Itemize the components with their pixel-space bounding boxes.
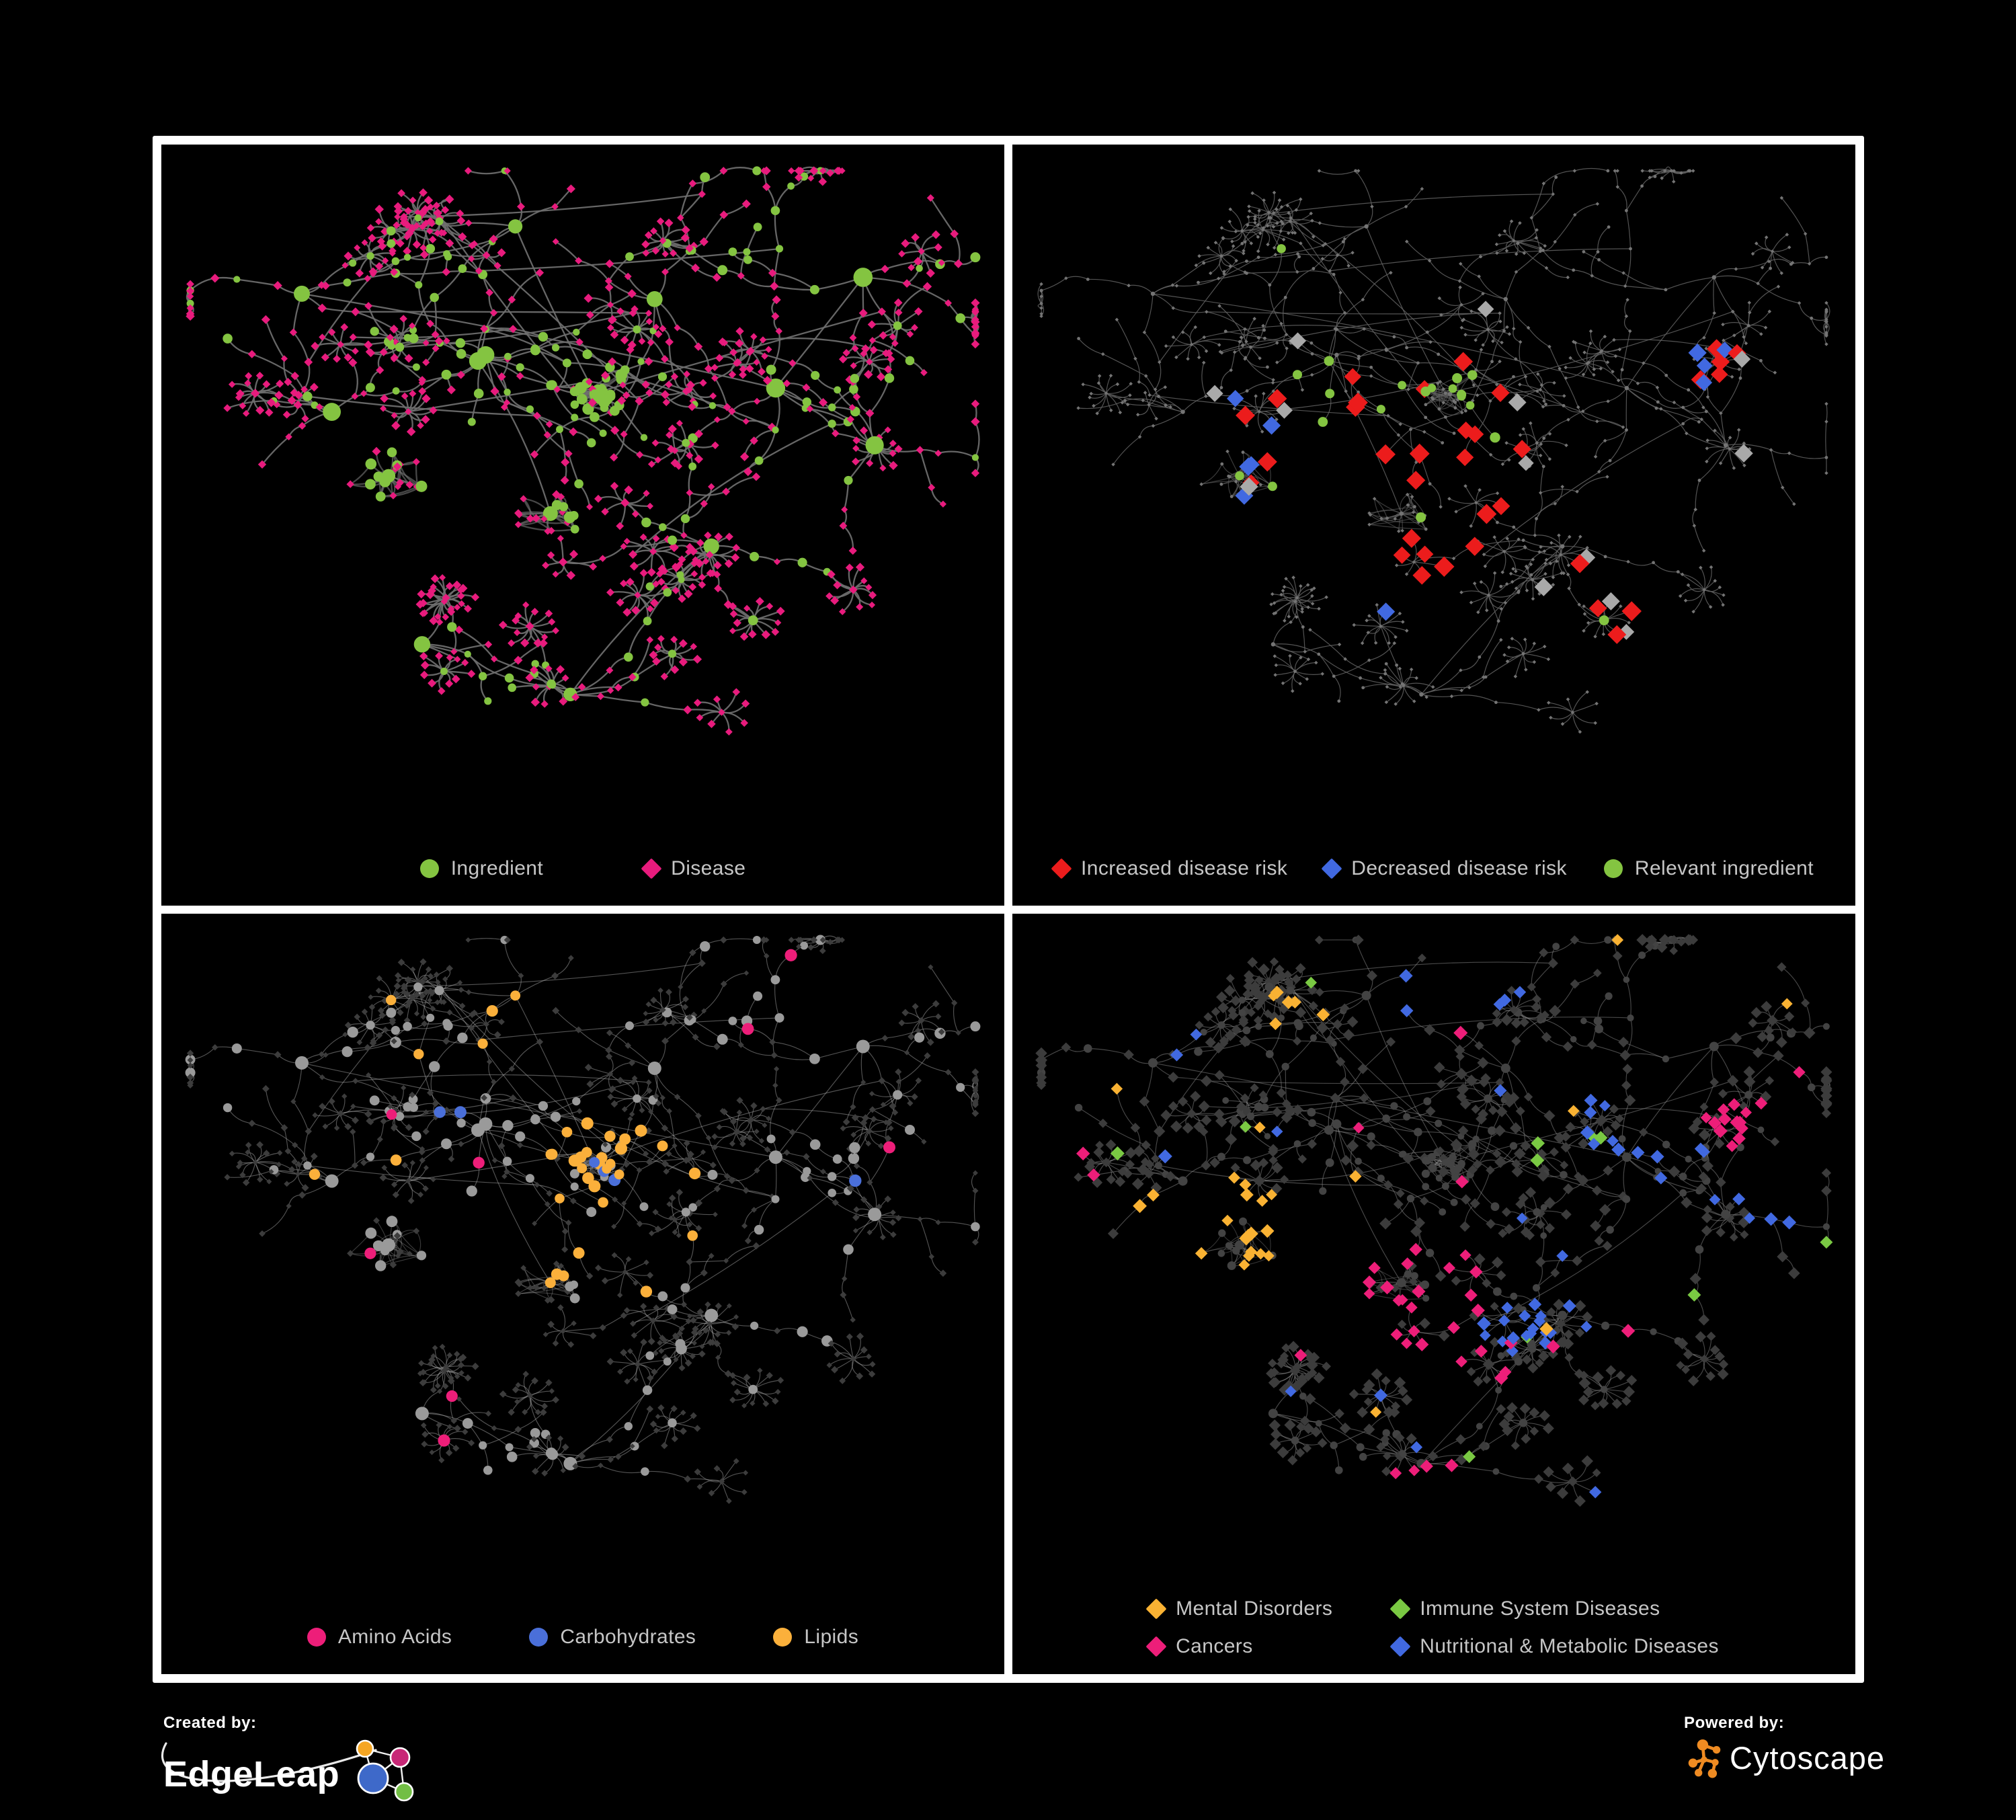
- legend-diamond-marker: [1389, 1636, 1411, 1657]
- legend-label: Disease: [671, 857, 746, 879]
- legend-label: Relevant ingredient: [1634, 857, 1814, 879]
- legend-diamond-marker: [1145, 1598, 1167, 1620]
- legend-label: Increased disease risk: [1081, 857, 1288, 879]
- legend: Mental Disorders Immune System Diseases Ca…: [1012, 1597, 1855, 1658]
- legend-item: Increased disease risk: [1051, 857, 1288, 880]
- created-by-block: Created by: EdgeLeap: [161, 1714, 432, 1815]
- legend-label: Decreased disease risk: [1351, 857, 1567, 879]
- legend-diamond-marker: [641, 857, 662, 879]
- legend-label: Cancers: [1176, 1635, 1253, 1657]
- panel-grid: Ingredient Disease Increased disease risk…: [153, 136, 1864, 1683]
- network-canvas: [1035, 933, 1833, 1507]
- legend-item: Lipids: [773, 1626, 858, 1649]
- powered-by-block: Powered by: Cytoscape: [1684, 1714, 1966, 1815]
- legend-item: Nutritional & Metabolic Diseases: [1389, 1635, 1719, 1658]
- network-panel-disease-risk: Increased disease risk Decreased disease …: [1012, 145, 1855, 906]
- network-panel-disease-categories: Mental Disorders Immune System Diseases Ca…: [1012, 913, 1855, 1674]
- legend-label: Immune System Diseases: [1420, 1597, 1660, 1620]
- network-panel-ingredient-disease: Ingredient Disease: [161, 145, 1004, 906]
- legend-circle-marker: [773, 1628, 793, 1647]
- legend-circle-marker: [1603, 859, 1623, 878]
- legend-item: Cancers: [1145, 1635, 1332, 1658]
- legend: Amino Acids Carbohydrates Lipids: [161, 1626, 1004, 1649]
- legend-circle-marker: [419, 859, 439, 878]
- legend-label: Mental Disorders: [1176, 1597, 1333, 1620]
- legend-item: Relevant ingredient: [1603, 857, 1814, 880]
- legend-item: Immune System Diseases: [1389, 1597, 1719, 1620]
- legend-diamond-marker: [1145, 1636, 1167, 1657]
- cytoscape-logo: [1688, 1739, 1721, 1778]
- cytoscape-wordmark: Cytoscape: [1730, 1739, 1886, 1776]
- legend-circle-marker: [307, 1628, 326, 1647]
- legend-item: Mental Disorders: [1145, 1597, 1333, 1620]
- legend-diamond-marker: [1051, 857, 1072, 879]
- network-panel-nutrient-classes: Amino Acids Carbohydrates Lipids: [161, 913, 1004, 1674]
- network-canvas: [185, 935, 981, 1504]
- powered-by-label: Powered by:: [1684, 1714, 1785, 1732]
- edgeleap-wordmark: EdgeLeap: [163, 1754, 340, 1794]
- legend-item: Amino Acids: [307, 1626, 452, 1649]
- legend-diamond-marker: [1389, 1598, 1411, 1620]
- legend-item: Decreased disease risk: [1321, 857, 1567, 880]
- legend-label: Ingredient: [450, 857, 544, 879]
- legend-label: Lipids: [804, 1626, 859, 1648]
- network-canvas: [186, 166, 981, 736]
- legend-circle-marker: [529, 1628, 549, 1647]
- legend-label: Amino Acids: [337, 1626, 452, 1648]
- legend: Increased disease risk Decreased disease …: [1012, 857, 1855, 880]
- legend-label: Carbohydrates: [560, 1626, 696, 1648]
- legend: Ingredient Disease: [161, 857, 1004, 880]
- legend-item: Disease: [641, 857, 746, 880]
- legend-label: Nutritional & Metabolic Diseases: [1420, 1635, 1719, 1657]
- legend-item: Ingredient: [419, 857, 544, 880]
- legend-diamond-marker: [1321, 857, 1342, 879]
- network-canvas: [1037, 166, 1830, 734]
- created-by-label: Created by:: [163, 1714, 257, 1732]
- legend-item: Carbohydrates: [529, 1626, 696, 1649]
- edgeleap-logo: [356, 1739, 414, 1802]
